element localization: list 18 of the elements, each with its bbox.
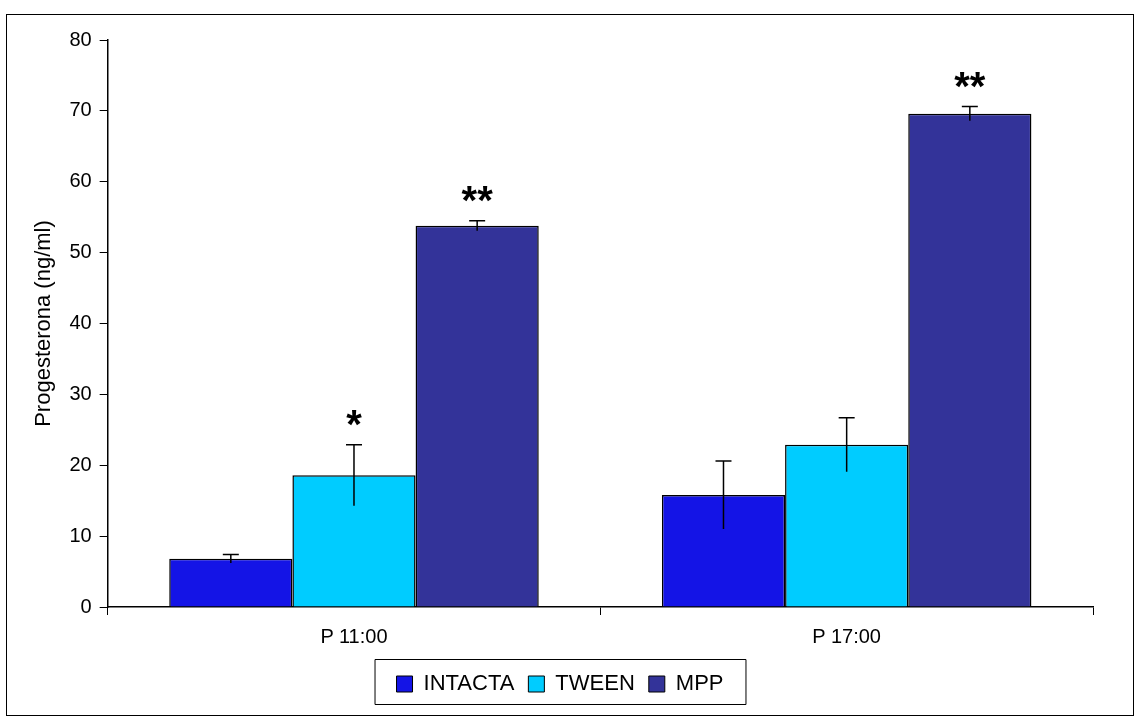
data-label: * [346,401,363,446]
y-tick-label: 80 [69,27,92,50]
data-label: ** [461,177,494,222]
y-tick-label: 30 [69,381,92,404]
legend-label: MPP [675,670,724,696]
y-tick-label: 0 [80,594,92,617]
y-tick-label: 10 [69,523,92,546]
x-tick-label: P 17:00 [812,624,881,647]
y-tick-label: 70 [69,98,92,121]
x-tick-label: P 11:00 [320,624,388,647]
y-tick-label: 40 [69,311,92,334]
data-label: ** [954,63,986,108]
legend-label: INTACTA [423,670,515,696]
y-axis-title: Progesterona (ng/ml) [30,220,56,427]
legend-label: TWEEN [555,670,635,696]
y-tick-label: 20 [69,452,92,475]
y-tick-label: 60 [69,169,92,192]
y-tick-label: 50 [69,240,92,263]
